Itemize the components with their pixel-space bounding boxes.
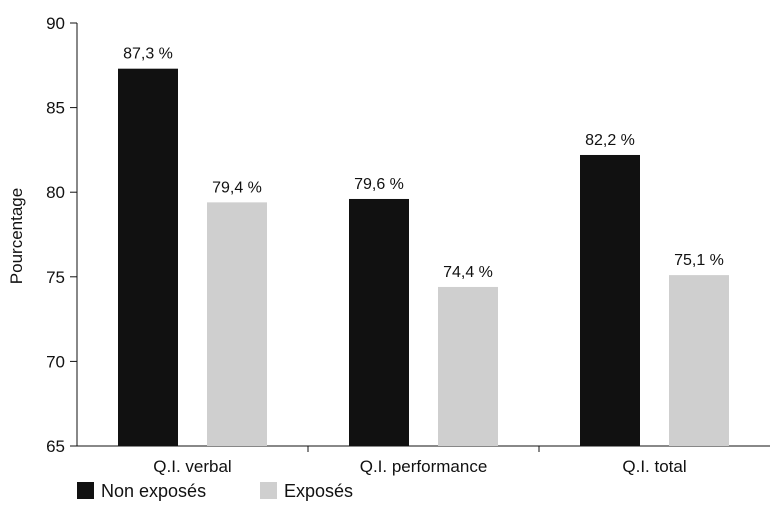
legend-label: Exposés <box>284 481 353 501</box>
bar <box>207 202 267 446</box>
bar <box>580 154 640 446</box>
bar-value-label: 79,6 % <box>354 176 404 193</box>
bar <box>438 286 498 446</box>
legend-swatch <box>77 482 94 499</box>
x-axis: Q.I. verbal Q.I. performance Q.I. total <box>77 445 770 476</box>
y-tick-label: 85 <box>46 99 65 118</box>
x-category-label: Q.I. total <box>622 457 686 476</box>
x-category-label: Q.I. verbal <box>153 457 231 476</box>
bar-value-label: 75,1 % <box>674 252 724 269</box>
y-axis: 65 70 75 80 85 90 <box>46 14 78 456</box>
bar <box>349 198 409 446</box>
bars <box>118 68 729 447</box>
bar <box>669 275 729 446</box>
y-tick-label: 70 <box>46 352 65 371</box>
bar <box>118 68 178 447</box>
bar-value-label: 74,4 % <box>443 264 493 281</box>
legend: Non exposés Exposés <box>77 481 353 501</box>
y-tick-label: 75 <box>46 268 65 287</box>
bar-value-label: 87,3 % <box>123 46 173 63</box>
bar-value-label: 82,2 % <box>585 132 635 149</box>
legend-label: Non exposés <box>101 481 206 501</box>
data-labels: 87,3 % 79,4 % 79,6 % 74,4 % 82,2 % 75,1 % <box>123 46 724 281</box>
bar-value-label: 79,4 % <box>212 179 262 196</box>
y-tick-label: 90 <box>46 14 65 33</box>
y-axis-title: Pourcentage <box>7 188 26 284</box>
legend-swatch <box>260 482 277 499</box>
x-category-label: Q.I. performance <box>360 457 488 476</box>
y-tick-label: 80 <box>46 183 65 202</box>
y-tick-label: 65 <box>46 437 65 456</box>
y-axis-title-group: Pourcentage <box>7 188 26 284</box>
